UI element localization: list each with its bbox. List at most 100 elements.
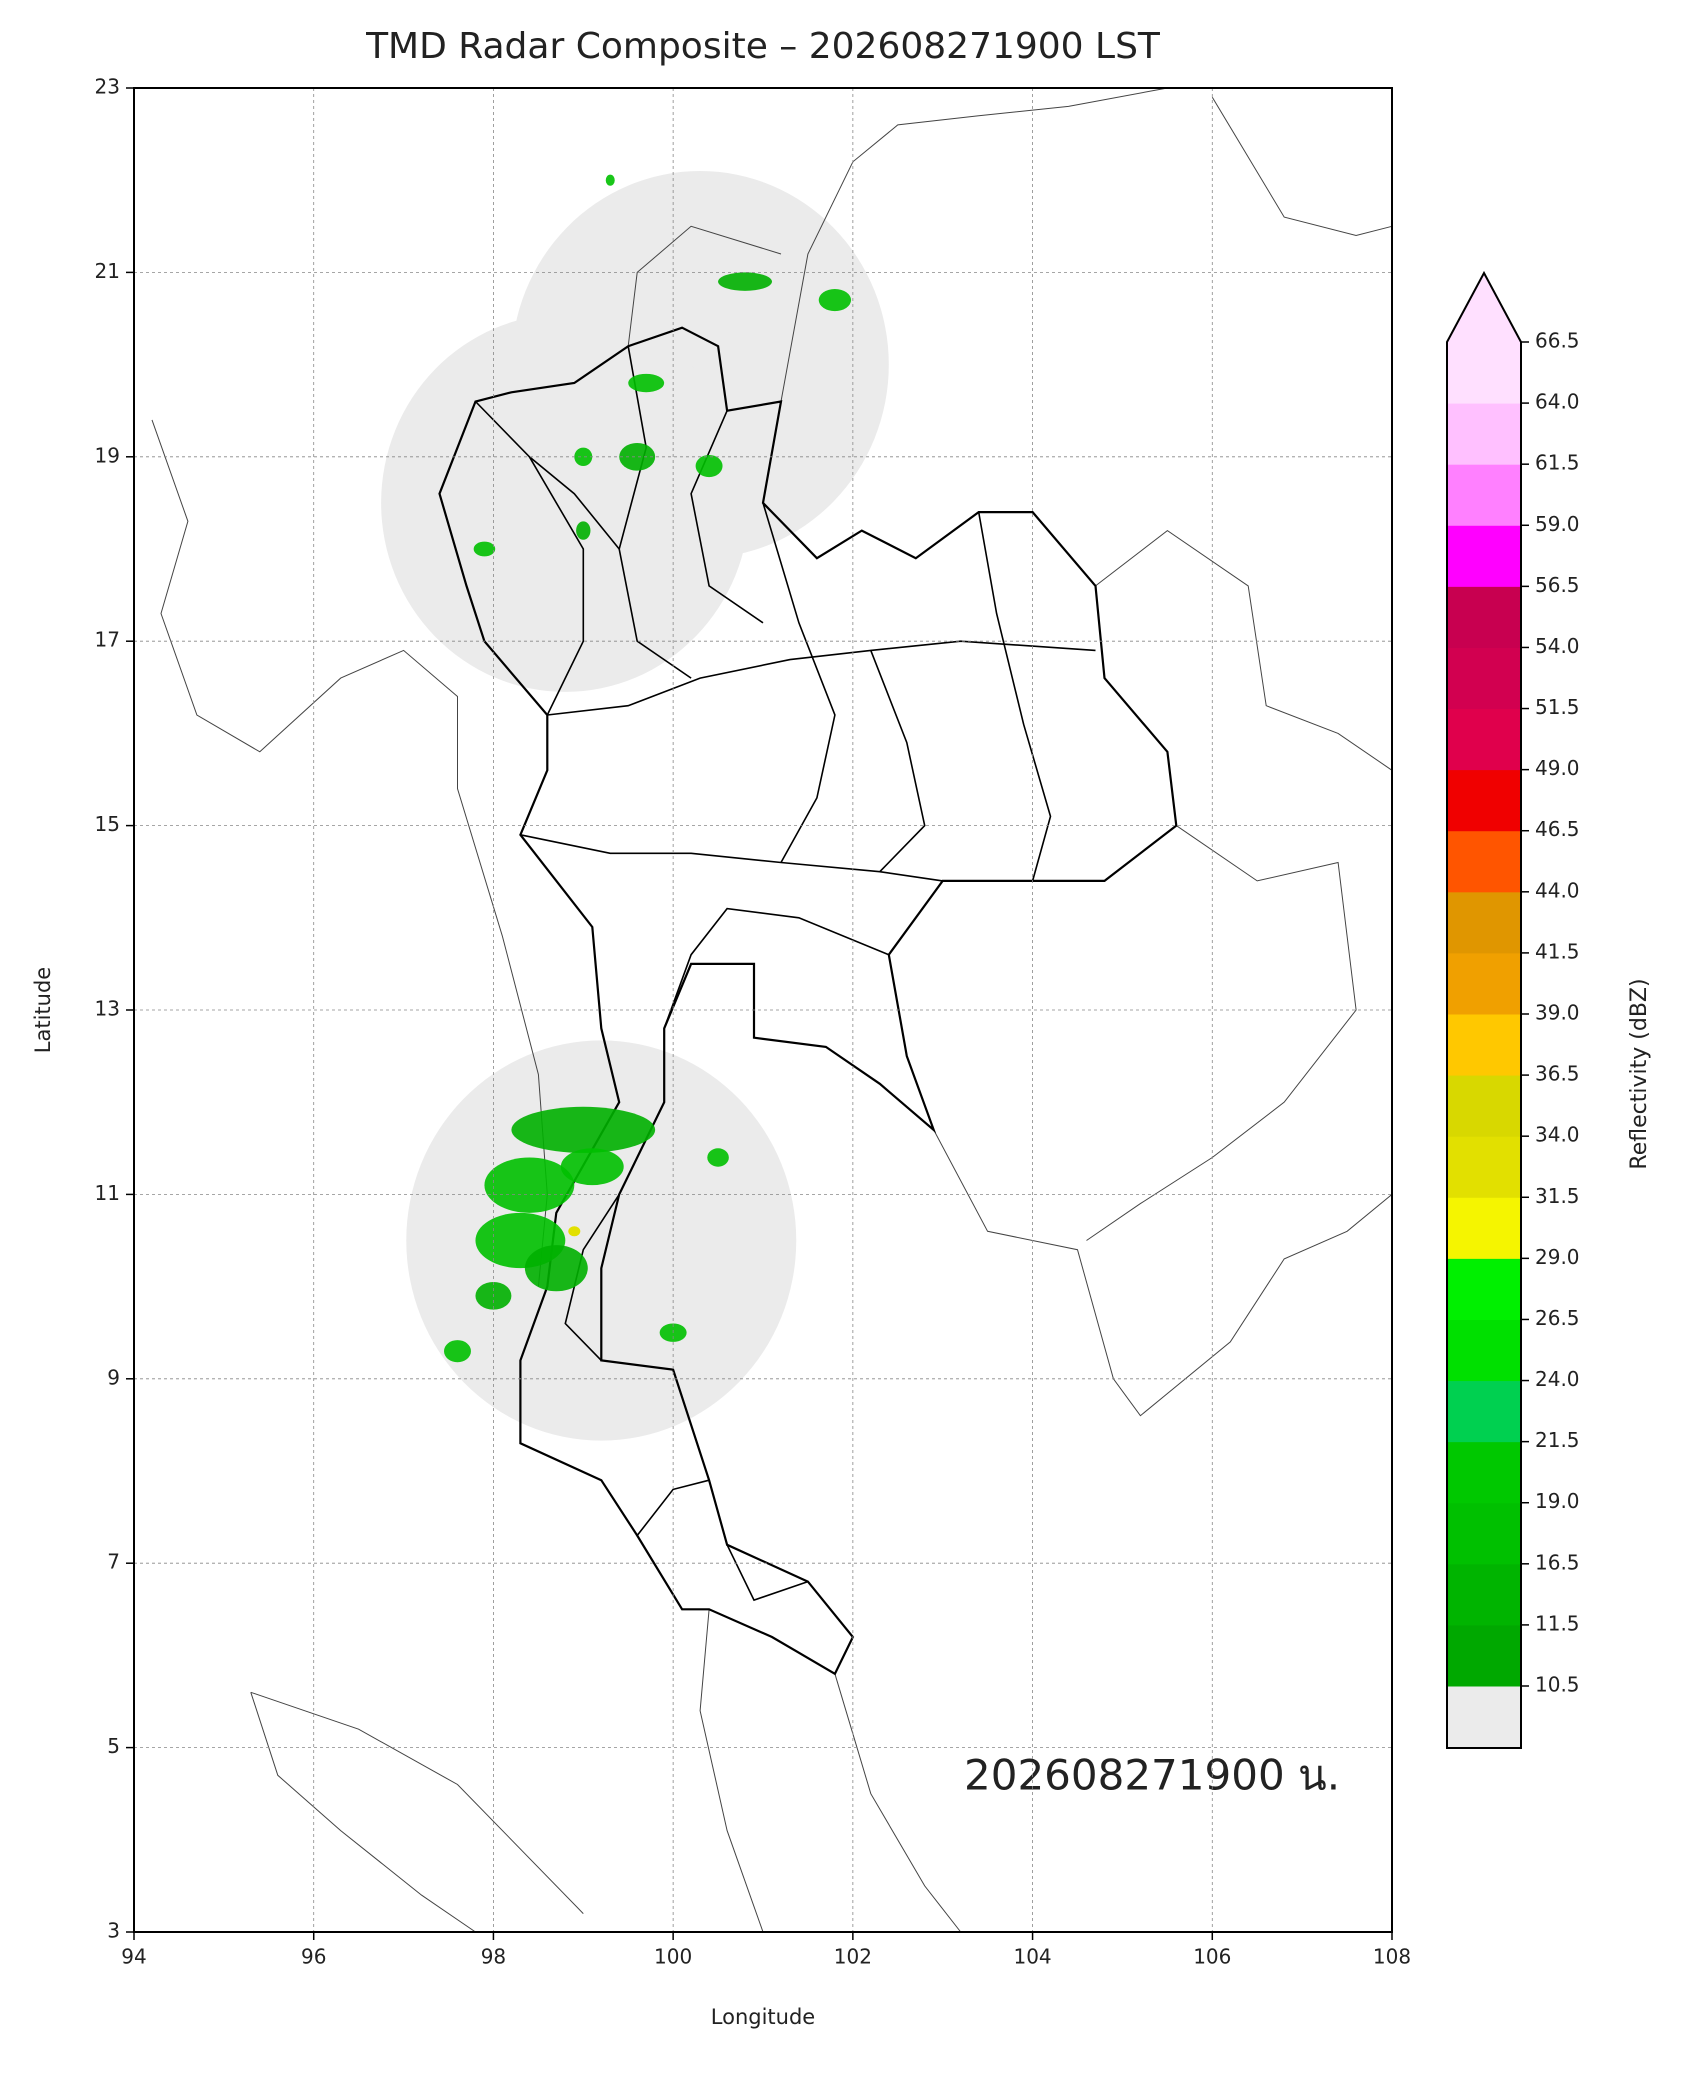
colorbar-tick-label: 21.5 <box>1535 1428 1580 1452</box>
colorbar-tick-label: 24.0 <box>1535 1367 1580 1391</box>
coastline <box>699 1609 764 1933</box>
radar-echo <box>484 1157 575 1213</box>
colorbar-segment <box>1447 1319 1521 1382</box>
colorbar-tick-label: 51.5 <box>1535 695 1580 719</box>
x-tick-label: 106 <box>1193 1945 1231 1969</box>
x-tick-label: 104 <box>1013 1945 1051 1969</box>
map-layer <box>151 87 1393 1933</box>
colorbar-segment <box>1447 708 1521 771</box>
colorbar-under <box>1447 1686 1521 1748</box>
x-axis-label: Longitude <box>711 2005 815 2029</box>
radar-echo <box>718 272 772 291</box>
coastline <box>250 1691 584 1914</box>
province-border <box>690 410 764 624</box>
radar-coverage <box>381 313 750 692</box>
colorbar-frame <box>1446 270 1522 1749</box>
colorbar-tick-label: 31.5 <box>1535 1184 1580 1208</box>
y-tick-label: 3 <box>107 1919 120 1943</box>
province-border <box>547 640 1096 716</box>
colorbar-segment <box>1447 1258 1521 1320</box>
y-tick-label: 23 <box>95 75 120 99</box>
y-tick-label: 11 <box>95 1181 120 1205</box>
colorbar-tick-label: 19.0 <box>1535 1489 1580 1513</box>
radar-echo <box>605 174 615 186</box>
colorbar-segment <box>1447 525 1521 587</box>
plot-frame <box>133 87 1393 1933</box>
radar-echo <box>524 1245 588 1292</box>
colorbar-tick-label: 11.5 <box>1535 1611 1580 1635</box>
y-tick-label: 9 <box>107 1365 120 1389</box>
y-tick-label: 15 <box>95 812 120 836</box>
x-tick-label: 96 <box>301 1945 326 1969</box>
annotation: 202608271900 น. <box>964 1751 1340 1800</box>
coastline <box>1095 529 1393 771</box>
colorbar-segment <box>1447 1441 1521 1504</box>
colorbar-segment <box>1447 830 1521 893</box>
colorbar-segment <box>1447 586 1521 648</box>
colorbar-tick-label: 36.5 <box>1535 1062 1580 1086</box>
colorbar-segment <box>1447 1014 1521 1076</box>
colorbar-segment <box>1447 769 1521 832</box>
colorbar-segment <box>1447 464 1521 526</box>
coastline <box>1086 825 1357 1241</box>
colorbar-segment <box>1447 891 1521 954</box>
radar-echo <box>568 1226 581 1237</box>
radar-echo <box>818 288 852 312</box>
colorbar-tick-label: 16.5 <box>1535 1550 1580 1574</box>
coastline <box>1211 96 1393 237</box>
y-tick-label: 7 <box>107 1550 120 1574</box>
colorbar-segment <box>1447 1136 1521 1198</box>
coastline <box>933 1129 1393 1417</box>
radar-coverage <box>406 1040 797 1441</box>
colorbar-tick-label: 39.0 <box>1535 1001 1580 1025</box>
province-border <box>474 400 620 550</box>
province-border <box>520 834 943 882</box>
radar-echo <box>473 541 496 557</box>
radar-echo <box>560 1148 624 1186</box>
x-tick-label: 102 <box>834 1945 872 1969</box>
colorbar-segment <box>1447 647 1521 710</box>
colorbar-segment <box>1447 1502 1521 1565</box>
colorbar-segment <box>1447 1075 1521 1137</box>
radar-echo <box>511 1106 656 1153</box>
colorbar-tick-label: 49.0 <box>1535 756 1580 780</box>
province-border <box>528 456 585 716</box>
colorbar-tick-label: 26.5 <box>1535 1306 1580 1330</box>
y-tick-label: 5 <box>107 1734 120 1758</box>
radar-echo <box>695 454 723 478</box>
x-tick-label: 100 <box>654 1945 692 1969</box>
radar-echo <box>574 447 593 467</box>
chart-title: TMD Radar Composite – 202608271900 LST <box>365 26 1161 67</box>
y-axis-label: Latitude <box>31 967 55 1053</box>
colorbar-tick-label: 54.0 <box>1535 634 1580 658</box>
colorbar-tick-label: 41.5 <box>1535 939 1580 963</box>
colorbar-tick-label: 46.5 <box>1535 817 1580 841</box>
province-border <box>636 1479 710 1536</box>
colorbar-segment <box>1447 1197 1521 1259</box>
province-border <box>977 511 1052 882</box>
x-tick-label: 98 <box>481 1945 506 1969</box>
colorbar-segment <box>1447 403 1521 465</box>
radar-echo <box>576 521 591 540</box>
colorbar-segment <box>1447 1380 1521 1443</box>
colorbar-tick-label: 10.5 <box>1535 1673 1580 1697</box>
colorbar-tick-label: 64.0 <box>1535 390 1580 414</box>
y-tick-label: 17 <box>95 628 120 652</box>
colorbar-segment <box>1447 1624 1521 1687</box>
thailand-border <box>438 326 1178 1676</box>
province-border <box>762 502 836 863</box>
colorbar-segment <box>1447 952 1521 1015</box>
colorbar-tick-label: 34.0 <box>1535 1123 1580 1147</box>
coastline <box>780 87 1168 402</box>
radar-echo <box>619 442 656 471</box>
colorbar-tick-label: 44.0 <box>1535 878 1580 902</box>
province-border <box>663 907 890 1029</box>
radar-echo <box>444 1340 471 1363</box>
colorbar-tick-label: 29.0 <box>1535 1245 1580 1269</box>
colorbar-segment <box>1447 342 1521 404</box>
x-tick-label: 108 <box>1373 1945 1411 1969</box>
colorbar-tick-label: 66.5 <box>1535 329 1580 353</box>
radar-echo <box>628 373 665 393</box>
y-tick-label: 21 <box>95 259 120 283</box>
colorbar-segment <box>1447 1563 1521 1626</box>
